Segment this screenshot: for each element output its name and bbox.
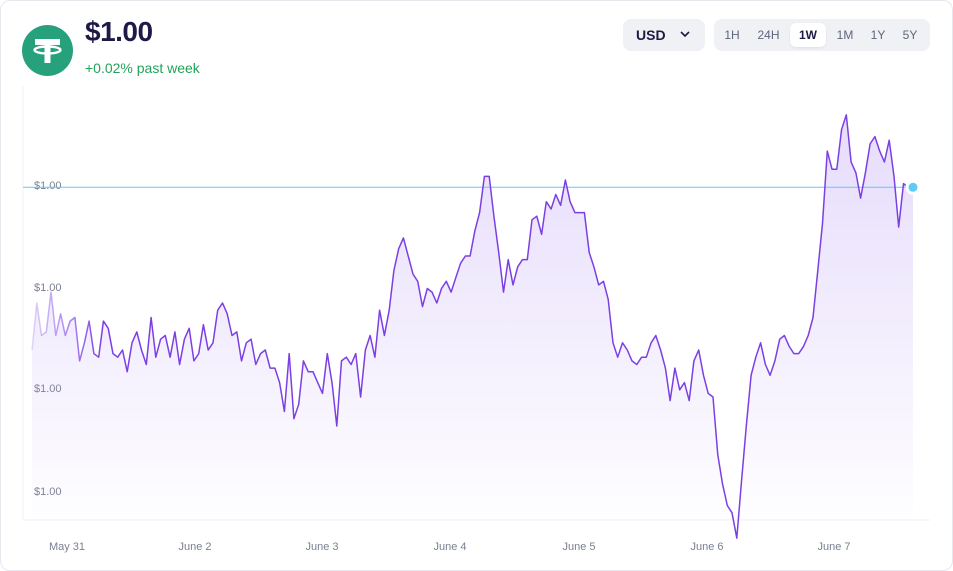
range-5y-button[interactable]: 5Y <box>902 28 918 42</box>
y-tick-label: $1.00 <box>34 180 62 192</box>
x-tick-label: June 5 <box>562 541 595 553</box>
x-tick-label: May 31 <box>49 541 85 553</box>
price-line <box>31 114 913 539</box>
range-1h-button[interactable]: 1H <box>724 28 740 42</box>
range-1m-button[interactable]: 1M <box>836 28 854 42</box>
range-1y-button[interactable]: 1Y <box>870 28 886 42</box>
x-tick-label: June 7 <box>817 541 850 553</box>
x-tick-label: June 4 <box>433 541 466 553</box>
y-tick-label: $1.00 <box>34 282 62 294</box>
tether-logo-icon <box>22 25 73 76</box>
currency-select[interactable]: USD <box>623 19 705 51</box>
price-area <box>32 114 913 539</box>
chevron-down-icon <box>680 31 690 38</box>
current-price-marker[interactable] <box>905 179 921 195</box>
x-tick-label: June 3 <box>305 541 338 553</box>
x-tick-label: June 6 <box>690 541 723 553</box>
time-range-selector: 1H 24H 1W 1M 1Y 5Y <box>714 19 930 51</box>
range-1w-button[interactable]: 1W <box>790 23 826 47</box>
price-change: +0.02% past week <box>85 60 200 76</box>
range-24h-button[interactable]: 24H <box>757 28 780 42</box>
x-tick-label: June 2 <box>178 541 211 553</box>
current-price: $1.00 <box>85 16 153 47</box>
currency-label: USD <box>636 27 666 43</box>
